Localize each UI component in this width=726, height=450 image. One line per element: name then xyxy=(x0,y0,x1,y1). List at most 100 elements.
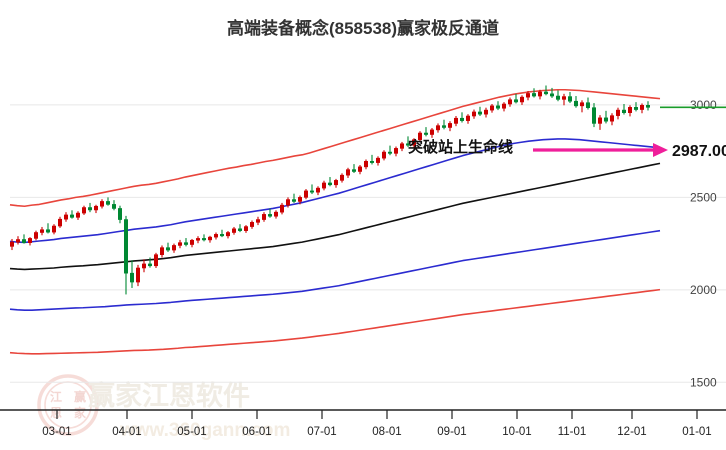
candle xyxy=(405,136,410,148)
candle xyxy=(381,150,386,161)
candle xyxy=(51,224,56,235)
y-tick-label: 1500 xyxy=(690,375,717,389)
candle xyxy=(267,208,272,218)
candle xyxy=(429,128,434,138)
watermark-brand: 赢家江恩软件 xyxy=(88,380,250,411)
candle xyxy=(106,197,111,206)
candle xyxy=(549,87,554,98)
candle xyxy=(399,141,404,152)
candle xyxy=(142,259,147,273)
candle xyxy=(64,212,69,222)
watermark-seal: 江赢恩家 xyxy=(37,374,99,436)
candle xyxy=(339,173,344,183)
candle xyxy=(621,103,626,115)
x-tick-label: 10-01 xyxy=(502,426,531,438)
candle xyxy=(255,216,260,226)
candle xyxy=(148,257,153,268)
candle xyxy=(190,238,195,248)
candle xyxy=(579,100,584,113)
candle xyxy=(543,85,548,96)
axis xyxy=(0,409,726,419)
candle xyxy=(357,165,362,175)
candle xyxy=(597,115,602,130)
candle xyxy=(519,95,524,105)
candle xyxy=(477,106,482,117)
candle xyxy=(130,260,135,288)
candle xyxy=(244,225,249,233)
candle xyxy=(489,103,494,113)
band-中轨 xyxy=(9,138,661,244)
candle xyxy=(495,101,500,111)
page-title: 高端装备概念(858538)赢家极反通道 xyxy=(226,19,500,38)
band-lines xyxy=(9,88,661,355)
candle xyxy=(94,204,99,214)
candle xyxy=(375,156,380,166)
x-axis-labels: 03-01 04-01 05-01 06-01 07-01 08-01 09-01 10-01… xyxy=(42,426,711,438)
x-tick-label: 03-01 xyxy=(42,426,71,438)
candle xyxy=(525,91,530,101)
band-下轨(蓝) xyxy=(9,229,661,311)
candle xyxy=(88,202,93,213)
candle xyxy=(279,202,284,215)
candle xyxy=(76,211,81,220)
candle xyxy=(591,103,596,128)
candle xyxy=(118,205,123,224)
candle xyxy=(387,145,392,156)
candle xyxy=(27,237,32,246)
candle xyxy=(645,101,650,111)
x-tick-label: 06-01 xyxy=(242,426,271,438)
candle xyxy=(136,264,141,287)
candle xyxy=(351,164,356,173)
candle xyxy=(345,167,350,178)
candle xyxy=(82,205,87,215)
candle xyxy=(561,93,566,106)
candle xyxy=(202,234,207,242)
candle xyxy=(160,245,165,258)
x-tick-label: 05-01 xyxy=(177,426,206,438)
candle xyxy=(483,107,488,118)
y-tick-label: 3000 xyxy=(690,98,717,112)
candle xyxy=(333,178,338,188)
candle xyxy=(615,107,620,120)
watermark-layer: 江赢恩 家赢家江恩软件 www.360gann.com xyxy=(37,374,290,441)
y-axis-labels: 3000 2500 2000 1500 xyxy=(690,98,717,389)
candle xyxy=(459,112,464,123)
candle xyxy=(303,189,308,200)
gridlines xyxy=(10,104,726,383)
candle xyxy=(507,97,512,107)
candle xyxy=(261,212,266,222)
candle xyxy=(57,216,62,228)
candle xyxy=(196,236,201,244)
candle xyxy=(112,200,117,211)
candle xyxy=(21,234,26,244)
candle xyxy=(291,193,296,203)
breakout-annotation: 突破站上生命线 xyxy=(408,138,513,156)
candle xyxy=(327,177,332,187)
candle xyxy=(184,238,189,247)
band-极反下轨 xyxy=(9,288,661,355)
svg-text:江: 江 xyxy=(50,389,62,404)
candle xyxy=(70,210,75,219)
candle xyxy=(453,116,458,127)
candle xyxy=(567,91,572,104)
candle xyxy=(10,238,15,251)
candle xyxy=(531,88,536,98)
candle xyxy=(465,114,470,124)
candle xyxy=(220,229,225,238)
candle xyxy=(609,113,614,126)
candle xyxy=(238,224,243,233)
candle xyxy=(232,226,237,235)
x-tick-label: 01-01 xyxy=(682,426,711,438)
breakout-arrow-head xyxy=(653,143,668,157)
candle xyxy=(639,103,644,114)
candle xyxy=(435,123,440,133)
candle xyxy=(178,239,183,249)
candle xyxy=(33,230,38,241)
candle xyxy=(226,231,231,239)
candle xyxy=(441,119,446,130)
candle xyxy=(172,243,177,253)
candle xyxy=(273,210,278,219)
candle xyxy=(315,186,320,196)
